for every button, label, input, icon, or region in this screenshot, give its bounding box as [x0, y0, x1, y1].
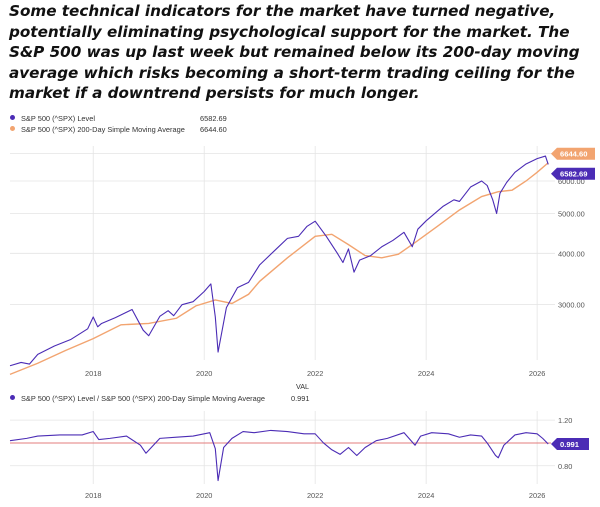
caption-text: Some technical indicators for the market…: [9, 2, 580, 102]
last-value-ma-label: 6644.60: [560, 150, 587, 159]
legend-label-price: S&P 500 (^SPX) Level: [21, 114, 95, 123]
legend-label-ratio: S&P 500 (^SPX) Level / S&P 500 (^SPX) 20…: [21, 394, 265, 403]
x-tick-label-2: 2022: [307, 369, 323, 378]
main-chart-legend: S&P 500 (^SPX) Level 6582.69 S&P 500 (^S…: [10, 114, 227, 136]
x-tick-label-1: 2020: [196, 369, 212, 378]
ratio-chart: 1.20 0.80 2018 2020 2022 2024 2026 0.991: [9, 411, 589, 500]
ratio-x-tick-label-1: 2020: [196, 491, 212, 500]
ratio-x-tick-label-4: 2026: [529, 491, 545, 500]
x-tick-label-0: 2018: [85, 369, 101, 378]
legend-value-price: 6582.69: [200, 114, 227, 123]
last-value-ratio-label: 0.991: [560, 440, 580, 449]
series-line-price: [9, 155, 549, 367]
series-line-ma200: [9, 162, 549, 375]
legend-item-ma: S&P 500 (^SPX) 200-Day Simple Moving Ave…: [10, 125, 227, 136]
last-value-ratio-flag: [551, 437, 589, 450]
ratio-x-tick-label-3: 2024: [418, 491, 434, 500]
legend-item-price: S&P 500 (^SPX) Level 6582.69: [10, 114, 227, 125]
x-tick-label-3: 2024: [418, 369, 434, 378]
y-tick-label-2: 5000.00: [558, 210, 585, 219]
legend-dot-price: [10, 115, 15, 120]
x-tick-label-4: 2026: [529, 369, 545, 378]
ratio-y-tick-label-1: 0.80: [558, 462, 572, 471]
last-value-price-flag: [551, 167, 595, 180]
series-line-ratio: [9, 429, 549, 482]
legend-dot-ma: [10, 126, 15, 131]
main-price-chart: 7000.006000.005000.004000.003000.0020182…: [9, 146, 595, 378]
legend-value-ratio: 0.991: [291, 394, 310, 403]
val-header: VAL: [296, 382, 310, 391]
ratio-x-tick-label-0: 2018: [85, 491, 101, 500]
ratio-chart-legend: S&P 500 (^SPX) Level / S&P 500 (^SPX) 20…: [10, 394, 310, 405]
last-value-ma-flag: [551, 147, 595, 160]
y-tick-label-4: 3000.00: [558, 301, 585, 310]
ratio-y-tick-label-0: 1.20: [558, 416, 572, 425]
last-value-price-label: 6582.69: [560, 170, 587, 179]
legend-item-ratio: S&P 500 (^SPX) Level / S&P 500 (^SPX) 20…: [10, 394, 310, 405]
ratio-x-tick-label-2: 2022: [307, 491, 323, 500]
legend-dot-ratio: [10, 395, 15, 400]
legend-label-ma: S&P 500 (^SPX) 200-Day Simple Moving Ave…: [21, 125, 185, 134]
y-tick-label-3: 4000.00: [558, 249, 585, 258]
y-tick-label-1: 6000.00: [558, 177, 585, 186]
legend-value-ma: 6644.60: [200, 125, 227, 134]
